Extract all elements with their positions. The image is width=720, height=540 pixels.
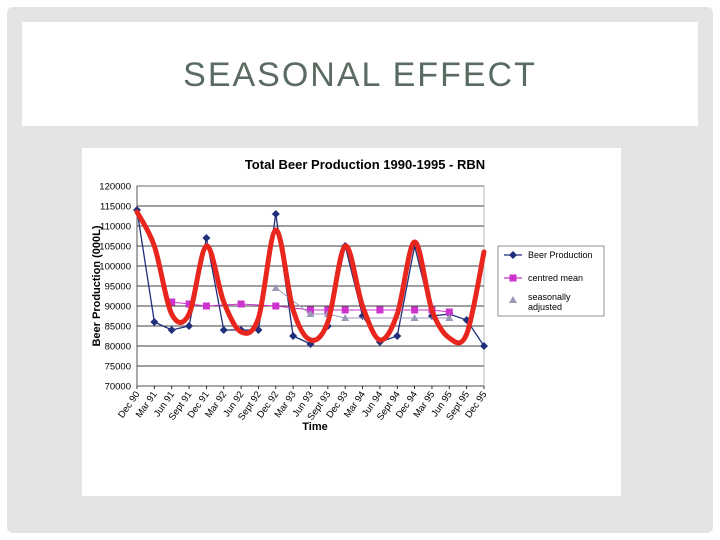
y-tick-label: 70000	[105, 382, 131, 393]
data-point	[445, 308, 453, 316]
y-tick-label: 100000	[99, 262, 131, 273]
title-box: SEASONAL EFFECT	[22, 22, 698, 126]
data-point	[237, 300, 245, 308]
legend-label: Beer Production	[528, 250, 593, 260]
data-point	[185, 300, 193, 308]
data-point	[150, 318, 159, 326]
y-tick-label: 80000	[105, 342, 131, 353]
y-tick-label: 90000	[105, 302, 131, 313]
data-point	[202, 234, 211, 242]
seasonally-adjusted-line	[275, 287, 450, 319]
data-point	[289, 332, 298, 340]
data-point	[341, 314, 350, 321]
data-point	[202, 302, 210, 310]
data-point	[480, 342, 488, 350]
data-point	[185, 322, 194, 330]
y-tick-label: 110000	[100, 222, 131, 233]
data-point	[219, 326, 228, 334]
red-seasonal-curve	[134, 209, 487, 346]
data-point	[410, 314, 419, 321]
legend-label: centred mean	[528, 273, 583, 283]
legend-marker	[509, 274, 517, 282]
data-point	[168, 298, 176, 306]
chart-container: Total Beer Production 1990-1995 - RBN Be…	[82, 148, 621, 496]
data-point	[272, 302, 280, 310]
y-tick-label: 120000	[99, 182, 131, 193]
slide-title: SEASONAL EFFECT	[183, 56, 537, 94]
data-point	[411, 306, 419, 314]
data-point	[376, 306, 384, 314]
y-tick-label: 85000	[105, 322, 131, 333]
chart-title: Total Beer Production 1990-1995 - RBN	[245, 157, 485, 172]
y-tick-label: 105000	[99, 242, 131, 253]
legend-marker	[509, 296, 517, 303]
chart-ylabel: Beer Production (000L)	[91, 225, 103, 346]
data-point	[393, 332, 402, 340]
y-tick-label: 95000	[105, 282, 131, 293]
data-point	[271, 210, 280, 218]
y-tick-label: 115000	[100, 202, 131, 213]
data-point	[306, 310, 315, 317]
data-point	[445, 314, 454, 321]
data-point	[271, 284, 280, 291]
beer-production-chart: Total Beer Production 1990-1995 - RBN Be…	[91, 157, 605, 433]
data-point	[167, 326, 176, 334]
y-tick-label: 75000	[105, 362, 131, 373]
legend-label: seasonally adjusted	[528, 292, 571, 312]
chart-xlabel: Time	[302, 421, 327, 433]
legend-marker	[509, 251, 517, 259]
data-point	[341, 306, 349, 314]
